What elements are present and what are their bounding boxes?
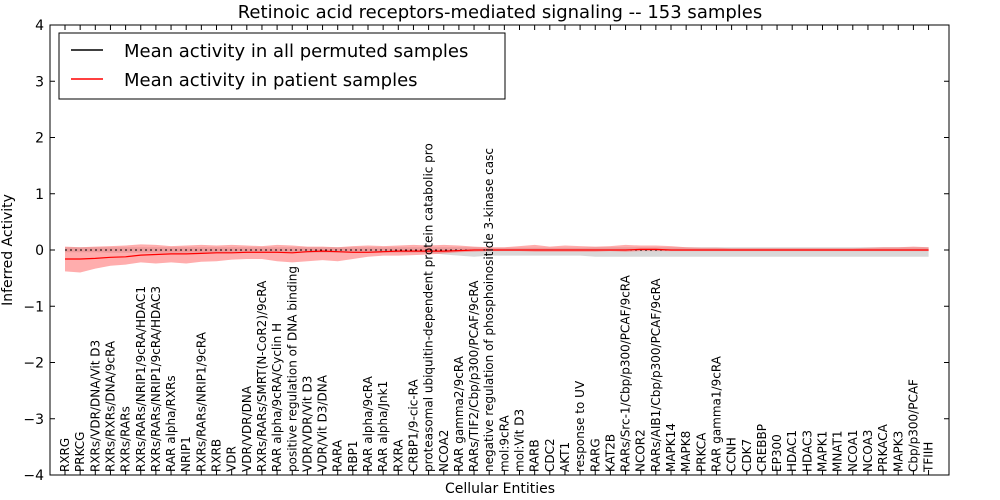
x-tick-label: RXRs/RXRs/DNA/9cRA [103, 340, 117, 472]
x-tick-label: RARs/Src-1/Cbp/p300/PCAF/9cRA [619, 274, 633, 472]
y-tick-label: 1 [35, 187, 44, 203]
x-tick-label: MNAT1 [831, 430, 845, 472]
y-axis-label: Inferred Activity [0, 194, 16, 306]
x-tick-label: RARA [331, 439, 345, 472]
x-tick-label: RXRs/RARs/NRIP1/9cRA/HDAC3 [149, 286, 163, 472]
x-tick-label: RXRs/RARs/NRIP1/9cRA/HDAC1 [134, 286, 148, 472]
x-tick-label: RXRB [210, 439, 224, 472]
x-tick-label: VDR/VDR/Vit D3 [300, 376, 314, 472]
x-axis-ticks: RXRG PRKCG RXRs/VDR/DNA/Vit D3 RXRs/RXRs/DN… [58, 25, 936, 475]
x-tick-label: MAPK14 [664, 423, 678, 472]
chart-title: Retinoic acid receptors-mediated signali… [238, 2, 763, 23]
x-tick-label: RXRs/RARs/NRIP1/9cRA [194, 331, 208, 472]
x-tick-label: Cbp/p300/PCAF [906, 379, 920, 472]
x-tick-label: CDK7 [740, 439, 754, 472]
x-tick-label: CRBP1/9-cic-RA [406, 378, 420, 472]
x-tick-label: EP300 [770, 434, 784, 472]
x-tick-label: mol:Vit D3 [513, 409, 527, 472]
x-tick-label: HDAC3 [800, 430, 814, 472]
x-tick-label: RAR gamma1/9cRA [709, 355, 723, 472]
x-tick-label: RARB [528, 439, 542, 472]
y-tick-label: 0 [35, 243, 44, 259]
y-tick-label: 3 [35, 74, 44, 90]
x-tick-label: RAR alpha/9cRA/Cyclin H [270, 323, 284, 472]
x-tick-label: MAPK8 [679, 431, 693, 472]
x-tick-label: positive regulation of DNA binding [285, 266, 299, 472]
x-tick-label: NCOR2 [634, 429, 648, 472]
x-tick-label: VDR [225, 446, 239, 472]
x-tick-label: MAPK3 [891, 431, 905, 472]
x-tick-label: CDC2 [543, 438, 557, 472]
y-tick-label: 2 [35, 131, 44, 147]
x-tick-label: NCOA2 [437, 430, 451, 472]
y-tick-label: −1 [23, 299, 44, 315]
x-tick-label: PRKCA [694, 432, 708, 472]
x-tick-label: RARs/AIB1/Cbp/p300/PCAF/9cRA [649, 278, 663, 472]
x-tick-label: proteasomal ubiquitin-dependent protein … [422, 143, 436, 472]
x-tick-label: CCNH [725, 437, 739, 472]
x-tick-label: KAT2B [603, 434, 617, 472]
x-tick-label: RARG [588, 438, 602, 472]
x-tick-label: RBP1 [346, 441, 360, 472]
x-tick-label: NCOA3 [861, 430, 875, 472]
legend: Mean activity in all permuted samples Me… [58, 32, 506, 100]
y-tick-label: −2 [23, 356, 44, 372]
series-lines [65, 248, 929, 260]
x-tick-label: AKT1 [558, 442, 572, 472]
x-tick-label: response to UV [573, 380, 587, 472]
series-line-patient [65, 248, 929, 260]
x-axis-label: Cellular Entities [445, 481, 555, 497]
x-tick-label: HDAC1 [785, 430, 799, 472]
x-tick-label: RXRs/RARs/SMRT(N-CoR2)/9cRA [255, 280, 269, 472]
band-patient [65, 244, 929, 273]
x-tick-label: NRIP1 [179, 436, 193, 472]
x-tick-label: RXRA [391, 439, 405, 472]
y-tick-label: −3 [23, 412, 44, 428]
y-tick-label: 4 [35, 18, 44, 34]
x-tick-label: RAR alpha/RXRs [164, 375, 178, 472]
y-tick-label: −4 [23, 468, 44, 484]
x-tick-label: RXRG [58, 438, 72, 472]
legend-label-patient: Mean activity in patient samples [124, 70, 418, 91]
x-tick-label: PRKCG [73, 432, 87, 472]
x-tick-label: RAR gamma2/9cRA [452, 355, 466, 472]
x-tick-label: VDR/VDR/DNA [240, 385, 254, 472]
plot-frame [49, 24, 950, 476]
x-tick-label: CREBBP [755, 424, 769, 472]
legend-label-permuted: Mean activity in all permuted samples [124, 41, 468, 62]
x-tick-label: MAPK1 [816, 431, 830, 472]
x-tick-label: RXRs/RARs [119, 406, 133, 472]
x-tick-label: TFIIH [922, 442, 936, 473]
x-tick-label: RAR alpha/9cRA [361, 375, 375, 472]
legend-box [58, 32, 506, 100]
x-tick-label: mol:9cRA [497, 415, 511, 472]
x-tick-label: PRKACA [876, 423, 890, 472]
x-tick-label: RXRs/VDR/DNA/Vit D3 [88, 340, 102, 472]
x-tick-label: NCOA1 [846, 430, 860, 472]
x-tick-label: RARs/TIF2/Cbp/p300/PCAF/9cRA [467, 280, 481, 472]
x-tick-label: negative regulation of phosphoinositide … [482, 148, 496, 472]
x-tick-label: RAR alpha/Jnk1 [376, 381, 390, 472]
x-tick-label: VDR/Vit D3/DNA [316, 374, 330, 472]
